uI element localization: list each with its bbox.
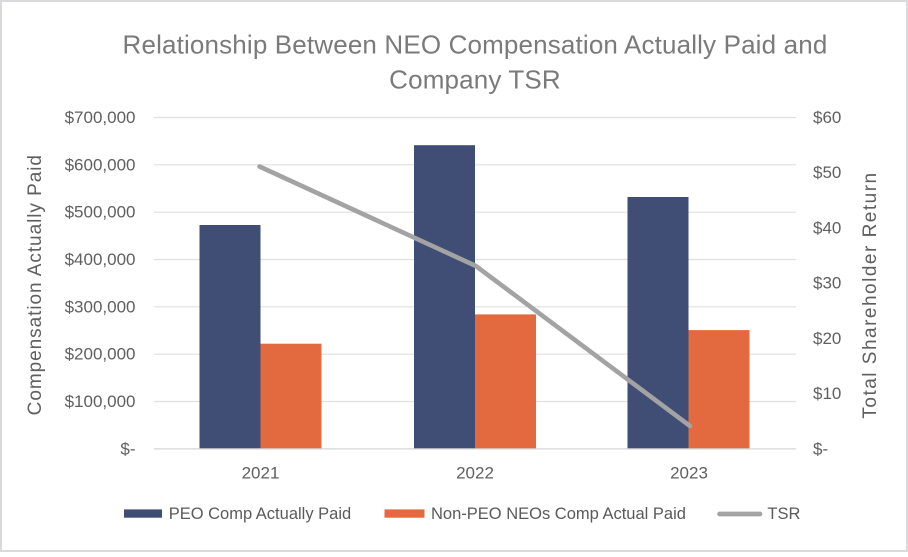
svg-text:$20: $20: [813, 329, 841, 348]
svg-text:Compensation Actually Paid: Compensation Actually Paid: [25, 154, 46, 415]
svg-text:$700,000: $700,000: [65, 108, 136, 127]
svg-text:$200,000: $200,000: [65, 345, 136, 364]
svg-text:$10: $10: [813, 384, 841, 403]
svg-text:$600,000: $600,000: [65, 155, 136, 174]
svg-text:$400,000: $400,000: [65, 250, 136, 269]
svg-text:$30: $30: [813, 274, 841, 293]
svg-text:2022: 2022: [456, 464, 494, 483]
svg-text:TSR: TSR: [767, 505, 800, 523]
svg-text:2021: 2021: [242, 464, 280, 483]
svg-text:Non-PEO NEOs Comp Actual Paid: Non-PEO NEOs Comp Actual Paid: [431, 505, 686, 523]
svg-text:$50: $50: [813, 163, 841, 182]
svg-text:Total Shareholder Return: Total Shareholder Return: [860, 171, 881, 418]
svg-text:Relationship Between NEO Compe: Relationship Between NEO Compensation Ac…: [123, 30, 828, 60]
svg-text:$100,000: $100,000: [65, 392, 136, 411]
svg-text:$500,000: $500,000: [65, 203, 136, 222]
svg-text:$300,000: $300,000: [65, 297, 136, 316]
svg-text:$60: $60: [813, 108, 841, 127]
svg-text:$-: $-: [813, 439, 828, 458]
svg-text:2023: 2023: [670, 464, 708, 483]
svg-text:PEO Comp Actually Paid: PEO Comp Actually Paid: [169, 505, 352, 523]
svg-text:Company TSR: Company TSR: [389, 65, 561, 95]
svg-text:$40: $40: [813, 218, 841, 237]
svg-text:$-: $-: [120, 439, 135, 458]
